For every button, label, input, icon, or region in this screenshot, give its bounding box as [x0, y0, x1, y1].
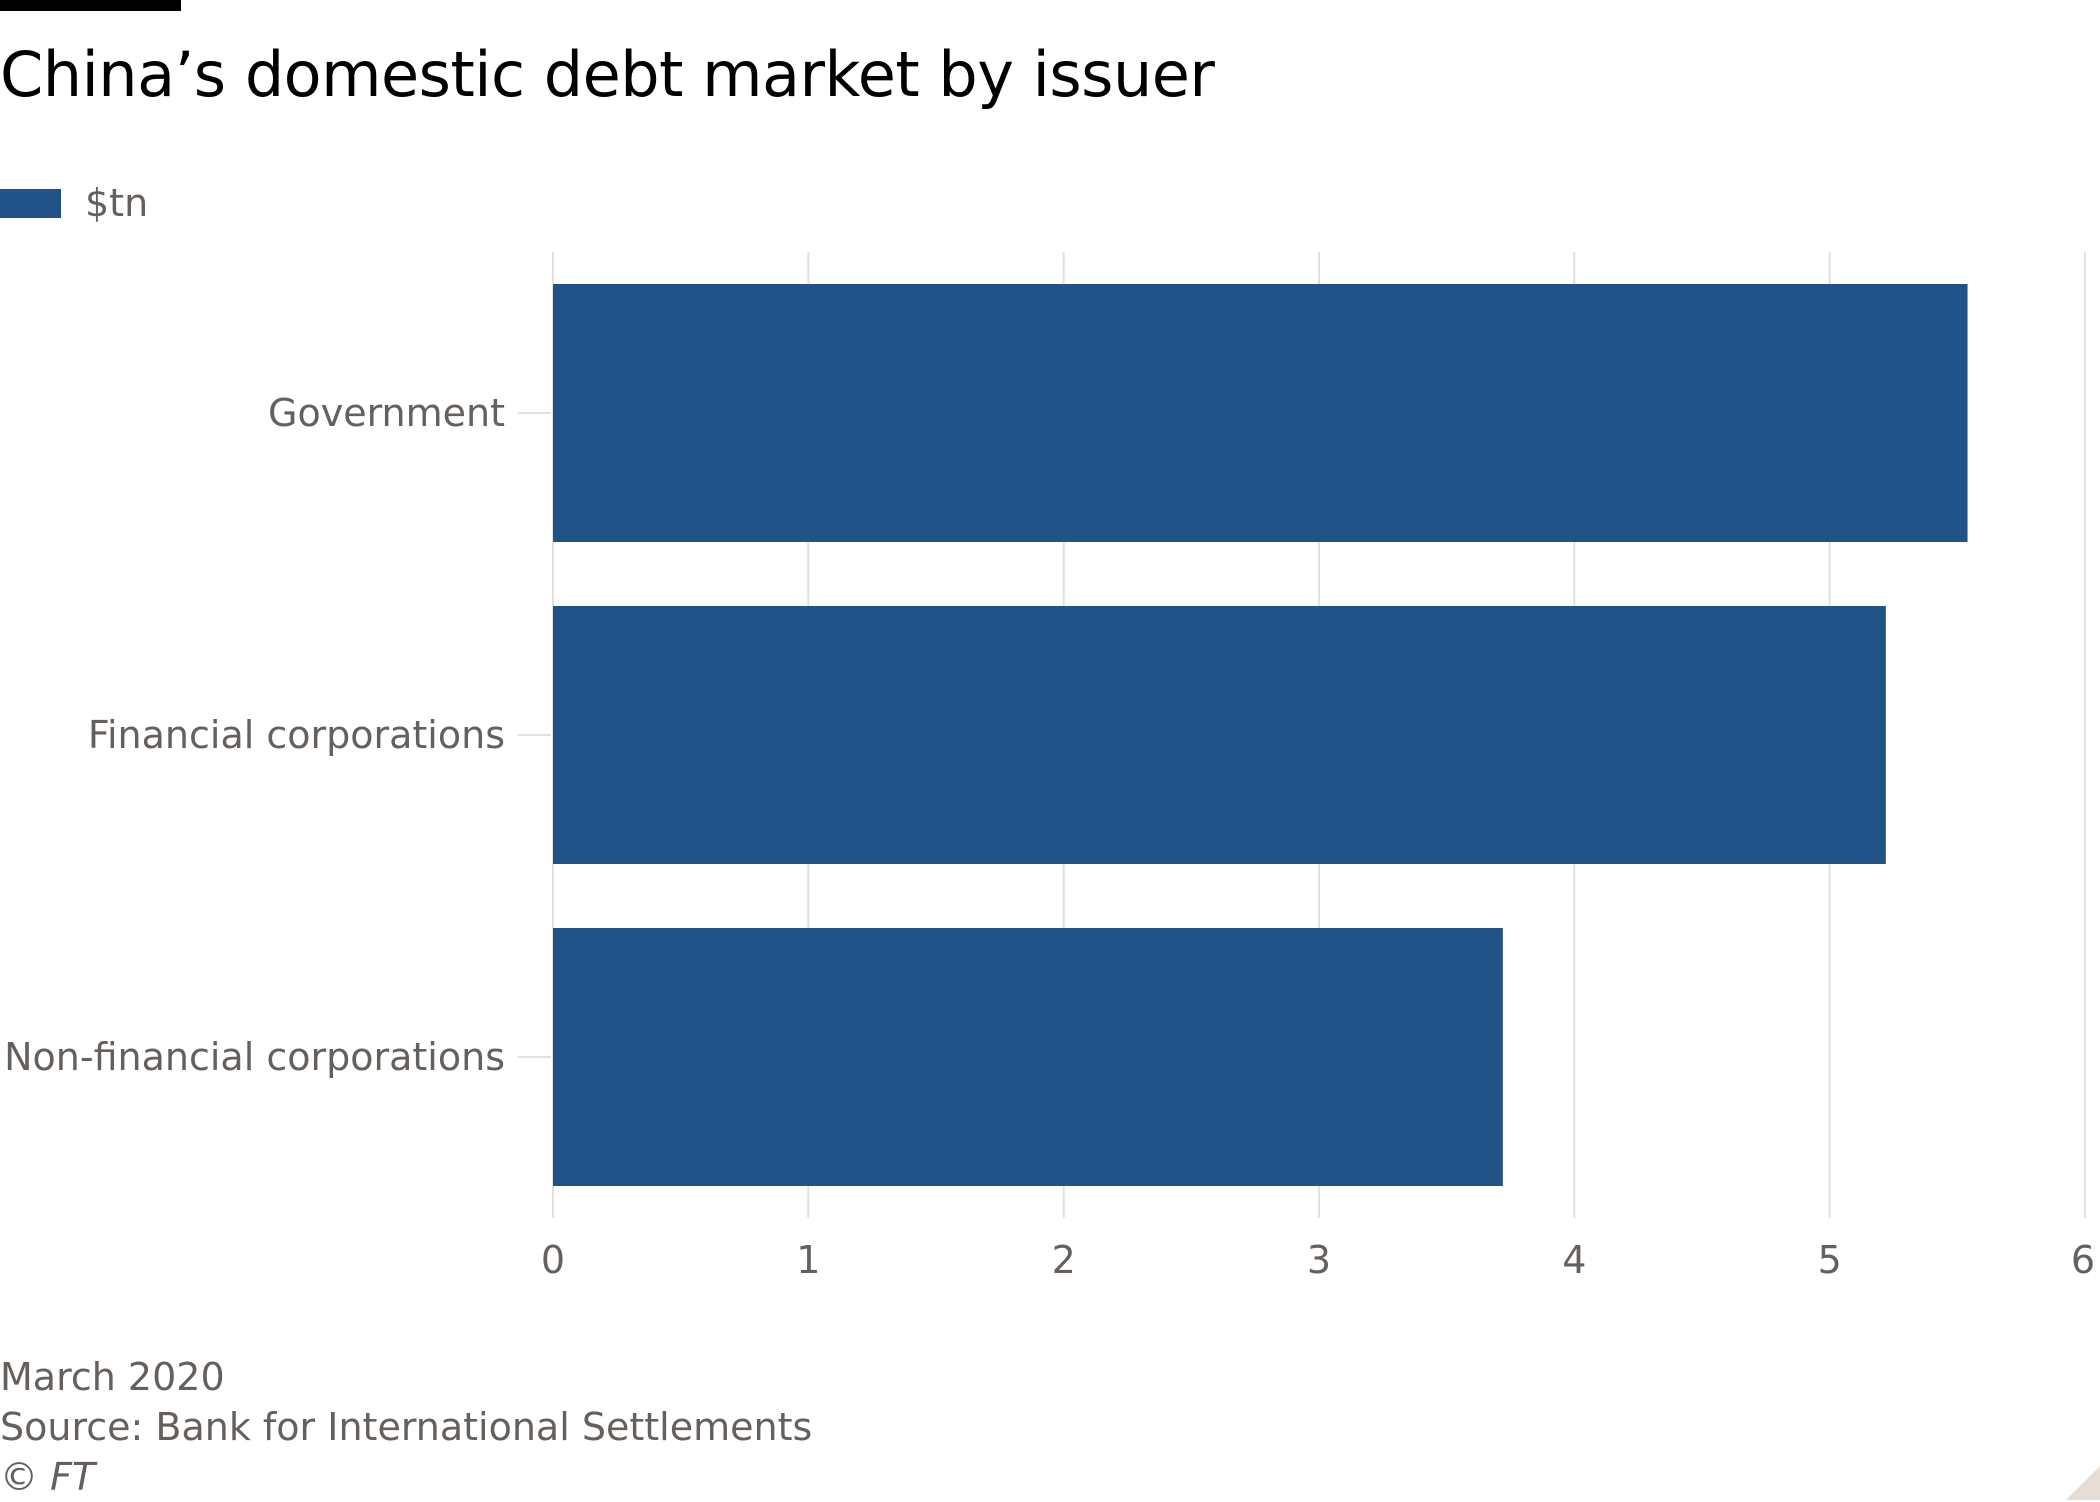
footer-copyright: © FT [0, 1455, 96, 1499]
bar-government [553, 284, 1968, 542]
legend-swatch [0, 188, 61, 218]
legend: $tn [0, 178, 148, 228]
x-tick-label-3: 3 [1307, 1238, 1331, 1282]
bar-chart: Government Financial corporations Non-fina… [4, 252, 2095, 1282]
x-tick-label-6: 6 [2071, 1238, 2095, 1282]
legend-label: $tn [85, 181, 149, 225]
x-tick-label-2: 2 [1052, 1238, 1076, 1282]
category-label-financial-corporations: Financial corporations [88, 713, 505, 757]
x-tick-label-0: 0 [541, 1238, 565, 1282]
bar-non-financial-corporations [553, 928, 1503, 1186]
x-tick-label-1: 1 [796, 1238, 820, 1282]
corner-fold-icon [2066, 1466, 2100, 1500]
top-rule [0, 0, 181, 11]
footer-source: Source: Bank for International Settlemen… [0, 1405, 813, 1449]
footer-date: March 2020 [0, 1355, 225, 1399]
chart-title: China’s domestic debt market by issuer [0, 38, 1215, 111]
category-label-non-financial-corporations: Non-financial corporations [4, 1035, 505, 1079]
footer: March 2020 Source: Bank for Internationa… [0, 1352, 812, 1502]
bar-financial-corporations [553, 606, 1886, 864]
x-tick-label-5: 5 [1818, 1238, 1842, 1282]
category-label-government: Government [268, 391, 505, 435]
x-tick-label-4: 4 [1562, 1238, 1586, 1282]
